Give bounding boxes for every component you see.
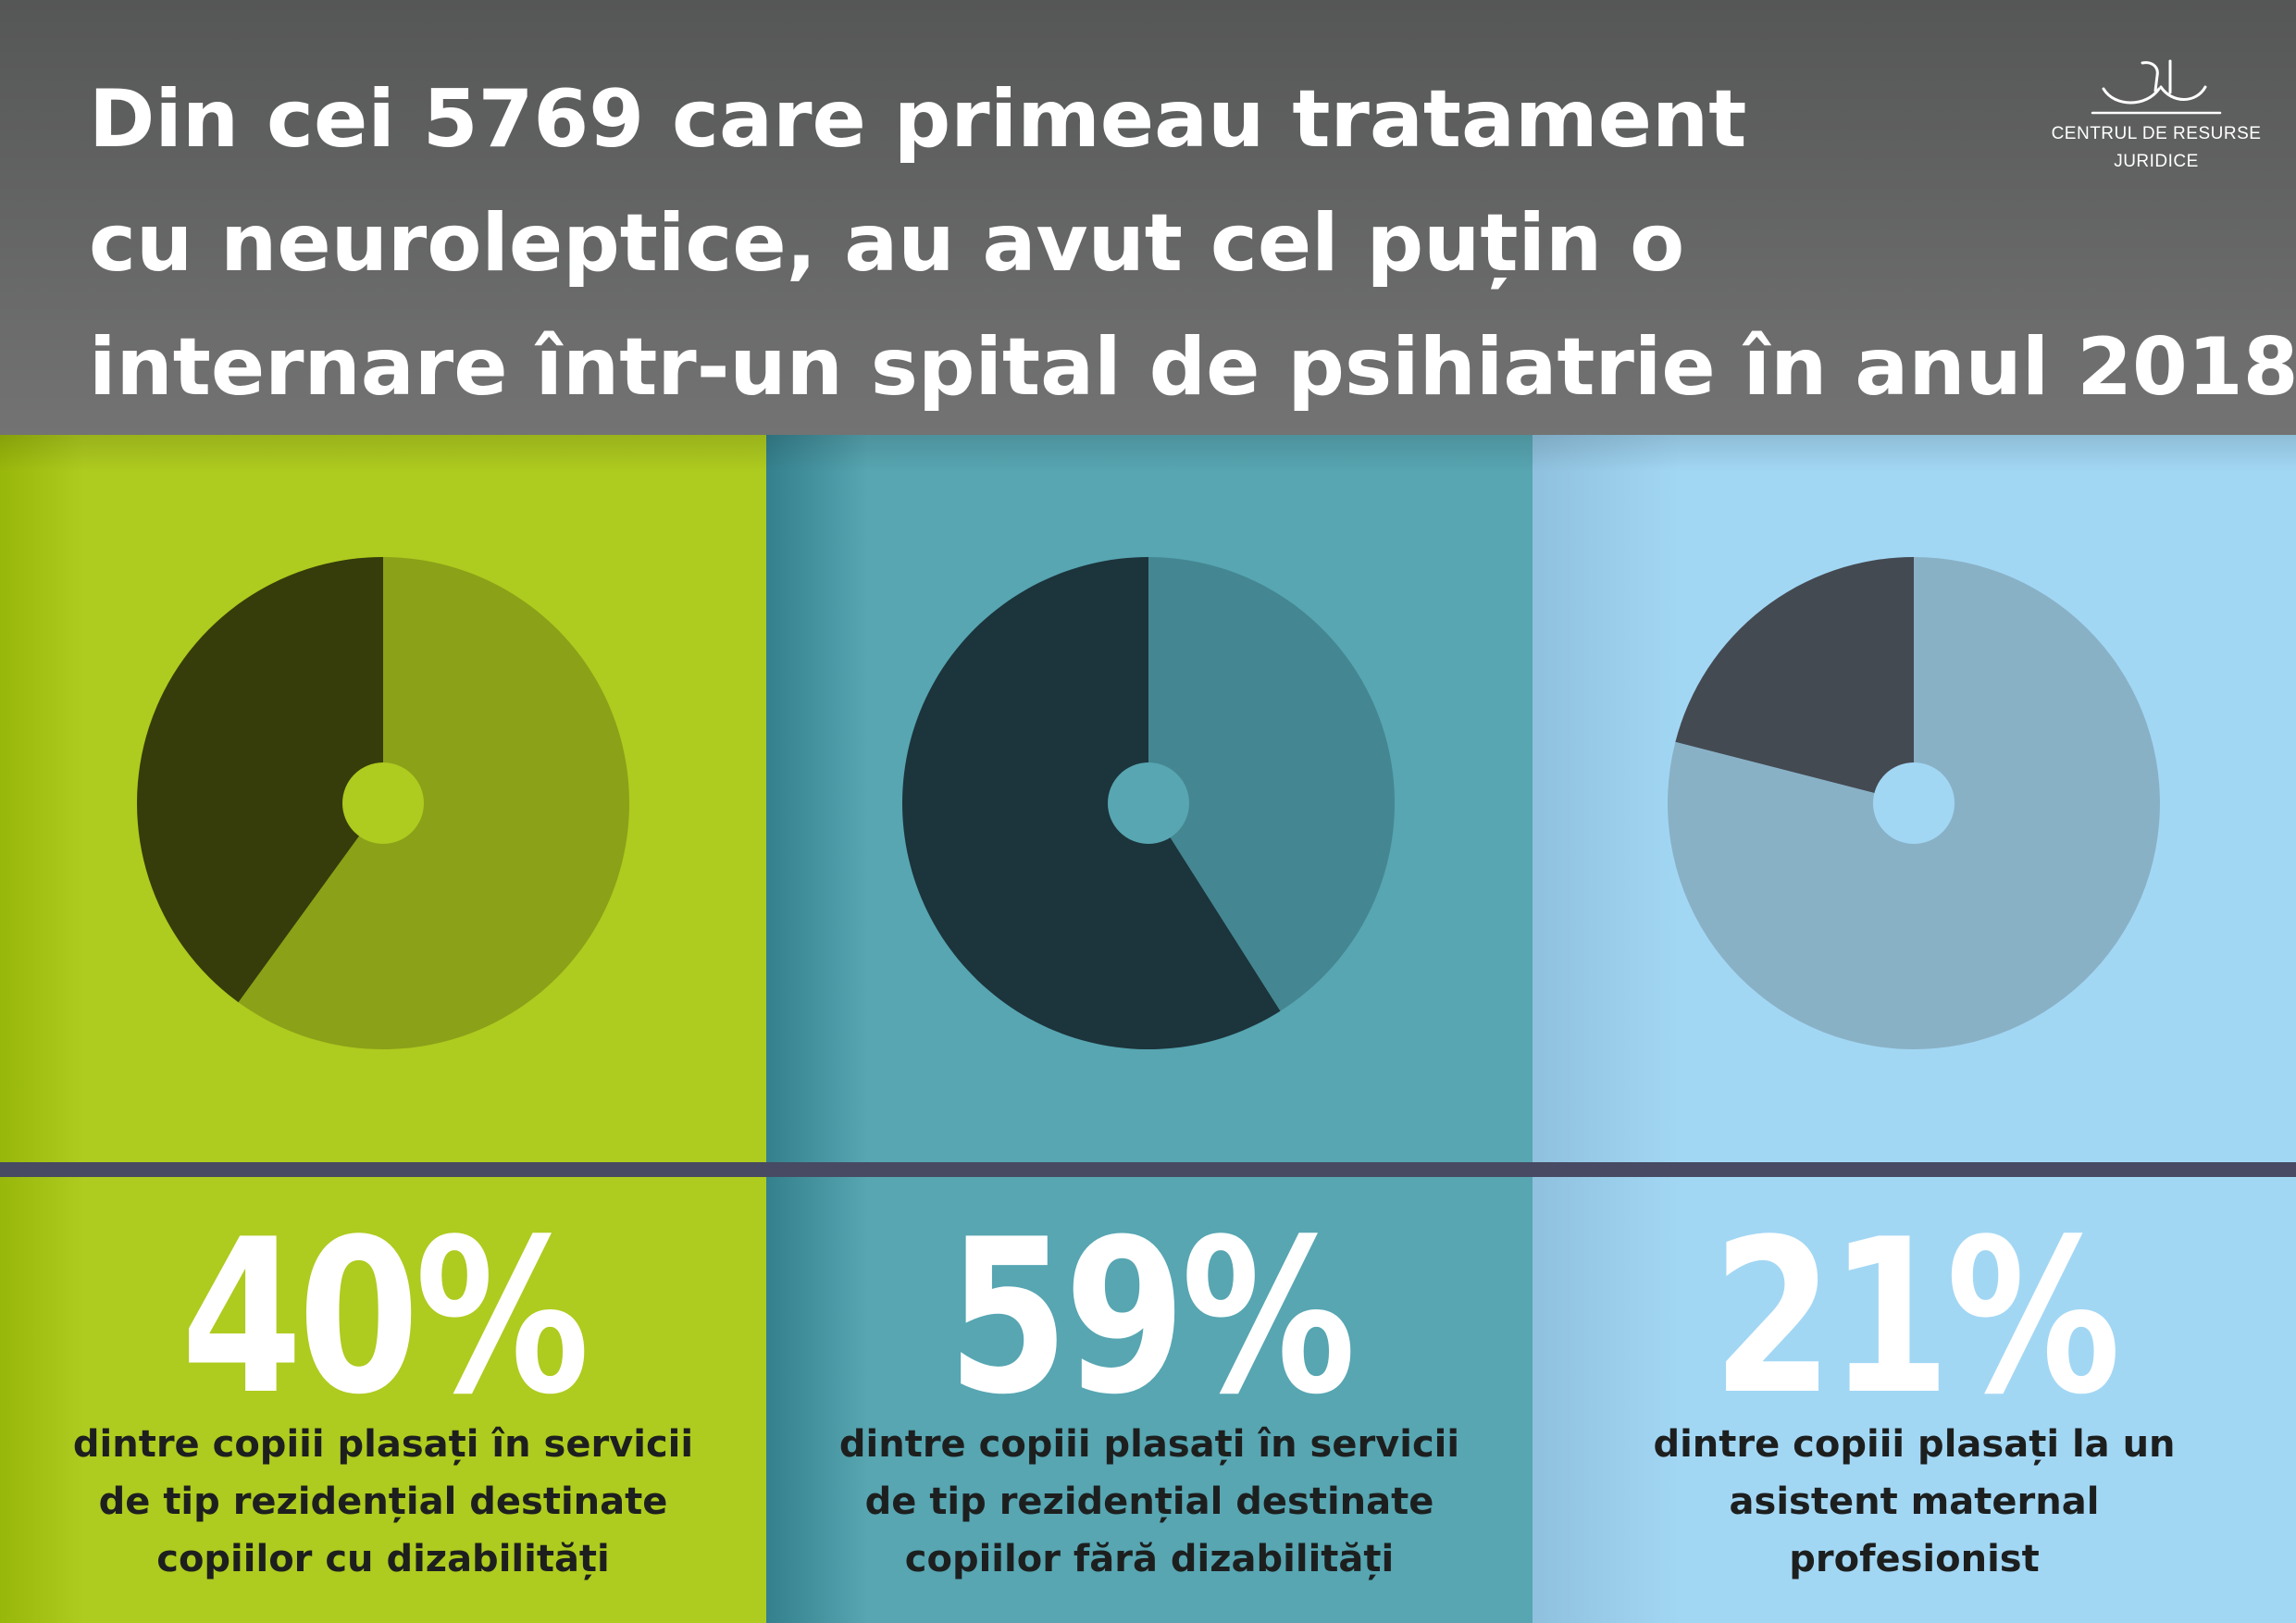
description-1: dintre copiii plasați în servicii de tip… (0, 1416, 766, 1588)
pie-1-slice-2 (238, 557, 629, 1049)
pie-2-slice-1 (901, 557, 1281, 1049)
panel-1: 40% dintre copiii plasați în servicii de… (0, 435, 766, 1623)
title-line-1: Din cei 5769 care primeau tratament (89, 73, 1747, 166)
pie-chart-2 (901, 557, 1395, 1049)
logo: CENTRUL DE RESURSE JURIDICE (2036, 56, 2277, 185)
pie-chart-1 (136, 557, 629, 1049)
description-1-line-2: de tip rezidențial destinate (98, 1481, 668, 1523)
header: Din cei 5769 care primeau tratament cu n… (0, 0, 2296, 435)
description-2-line-2: de tip rezidențial destinate (864, 1481, 1434, 1523)
pie-chart-3 (1668, 557, 2160, 1049)
pie-3-center-hole (1873, 762, 1955, 844)
logo-text-line-1: CENTRUL DE RESURSE (2051, 124, 2262, 143)
description-1-line-3: copiilor cu dizabilități (156, 1538, 610, 1580)
description-1-line-1: dintre copiii plasați în servicii (72, 1423, 694, 1466)
percentage-label-3: 21% (1712, 1195, 2121, 1442)
panel-3: 21% dintre copiii plasați la un asistent… (1533, 435, 2296, 1623)
title-line-2: cu neuroleptice, au avut cel puțin o (89, 197, 1685, 290)
description-2-line-1: dintre copiii plasați în servicii (838, 1423, 1460, 1466)
description-2: dintre copiii plasați în servicii de tip… (766, 1416, 1533, 1588)
percentage-label-1: 40% (180, 1195, 590, 1442)
pie-1-center-hole (342, 762, 424, 844)
description-3-line-1: dintre copiii plasați la un (1653, 1423, 2176, 1466)
description-3: dintre copiii plasați la un asistent mat… (1533, 1416, 2296, 1588)
description-2-line-3: copiilor fără dizabilități (904, 1538, 1395, 1580)
page-title: Din cei 5769 care primeau tratament cu n… (89, 57, 2296, 429)
horizontal-divider (0, 1162, 2296, 1177)
title-line-3: internare într-un spital de psihiatrie î… (89, 321, 2296, 414)
logo-text-line-2: JURIDICE (2114, 152, 2199, 171)
description-3-line-3: profesionist (1789, 1538, 2040, 1580)
pie-3-slice-1 (1675, 557, 1914, 803)
pie-1-slice-1 (136, 557, 384, 1003)
scales-of-justice-logo-icon (2091, 59, 2222, 115)
percentage-label-2: 59% (947, 1195, 1357, 1442)
description-3-line-2: asistent maternal (1729, 1481, 2100, 1523)
pie-2-center-hole (1108, 762, 1189, 844)
pie-2-slice-2 (1148, 557, 1395, 1011)
panel-2: 59% dintre copiii plasați în servicii de… (766, 435, 1533, 1623)
